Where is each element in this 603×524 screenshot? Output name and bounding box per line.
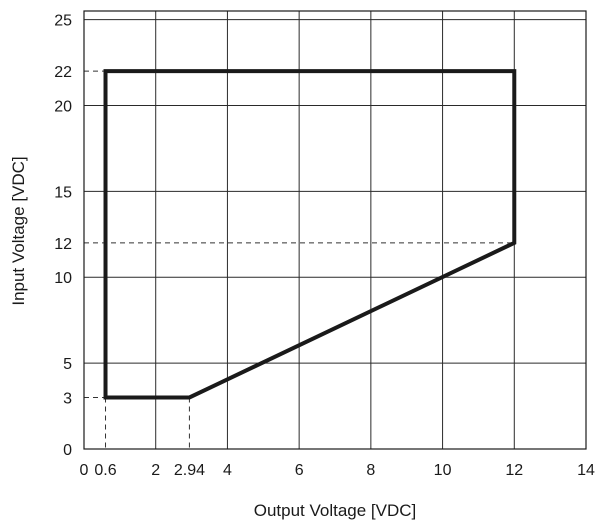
y-tick-label-4: 12 (54, 236, 72, 253)
x-tick-label-9: 14 (577, 462, 595, 479)
x-tick-label-4: 4 (223, 462, 232, 479)
y-tick-labels: 0 3 5 10 12 15 20 22 25 (54, 13, 72, 459)
y-tick-label-8: 25 (54, 13, 72, 30)
y-tick-label-7: 22 (54, 64, 72, 81)
x-tick-label-7: 10 (434, 462, 452, 479)
reference-lines (84, 70, 515, 449)
y-tick-label-6: 20 (54, 98, 72, 115)
x-axis-label: Output Voltage [VDC] (254, 501, 417, 520)
y-tick-label-2: 5 (63, 356, 72, 373)
x-tick-label-1: 0.6 (94, 462, 116, 479)
x-tick-label-6: 8 (366, 462, 375, 479)
series-group (103, 69, 517, 400)
x-tick-label-3: 2.94 (174, 462, 205, 479)
y-tick-label-1: 3 (63, 390, 72, 407)
y-tick-label-5: 15 (54, 184, 72, 201)
x-tick-labels: 0 0.6 2 2.94 4 6 8 10 12 14 (80, 462, 595, 479)
x-tick-label-2: 2 (151, 462, 160, 479)
plot-background (84, 11, 586, 449)
x-tick-label-5: 6 (295, 462, 304, 479)
plot-frame (83, 10, 587, 450)
y-tick-label-3: 10 (54, 270, 72, 287)
y-tick-label-0: 0 (63, 442, 72, 459)
operating-area-line (103, 69, 517, 400)
grid (83, 11, 587, 450)
y-axis-label: Input Voltage [VDC] (9, 156, 28, 305)
x-tick-label-0: 0 (80, 462, 89, 479)
x-tick-label-8: 12 (505, 462, 523, 479)
